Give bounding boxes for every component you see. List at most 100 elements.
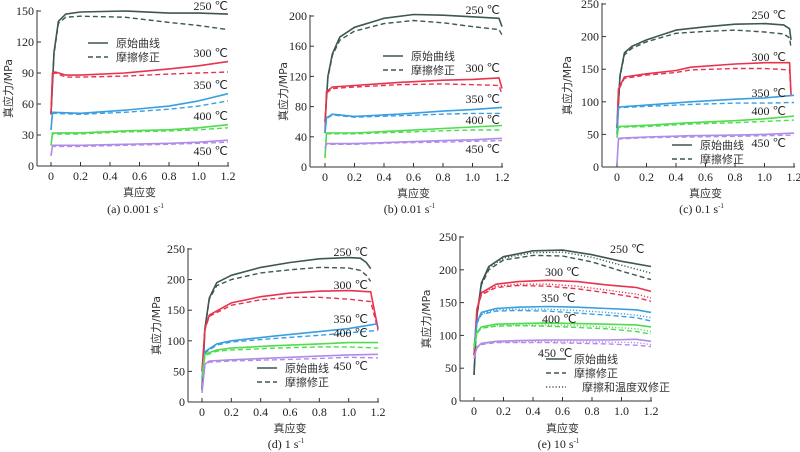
- x-tick-label: 0.6: [283, 405, 298, 419]
- y-tick-label: 120: [289, 69, 307, 83]
- chart-panel-c: 0 50 100 150 200 250 0 0.2 0.4 0.6 0.8 1.0 1.2 真应变 真应力…: [560, 0, 800, 216]
- series-line-350-friction: [201, 329, 379, 378]
- temperature-label: 400 ℃: [466, 113, 500, 127]
- x-tick-label: 0.6: [406, 170, 421, 184]
- series-line-250-original: [324, 13, 503, 122]
- y-tick-label: 50: [445, 361, 457, 375]
- caption-text: (a) 0.001 s: [107, 202, 158, 216]
- chart-panel-d: 0 50 100 150 200 250 0 0.2 0.4 0.6 0.8 1.0 1.2 真应变 真应力…: [149, 242, 386, 451]
- caption-superscript: -1: [574, 437, 580, 445]
- temperature-label: 400 ℃: [334, 326, 368, 340]
- x-axis-label: 真应变: [689, 186, 722, 200]
- legend-label: 摩擦修正: [411, 63, 455, 77]
- x-tick-label: 0: [614, 170, 620, 184]
- y-tick-label: 80: [295, 100, 307, 114]
- series-line-450-original: [473, 338, 652, 359]
- series-line-400-original: [324, 124, 503, 158]
- series-line-300-friction: [324, 83, 503, 134]
- x-tick-label: 0.2: [639, 170, 654, 184]
- x-tick-label: 1.2: [787, 170, 800, 184]
- series-line-400-original: [473, 322, 652, 349]
- chart-panel-a: 0 30 60 90 120 150 0 0.2 0.4 0.6 0.8 1.0 1.2 真应变 真应力/M…: [1, 0, 236, 216]
- caption-text: (d) 1 s: [268, 437, 299, 451]
- temperature-label: 400 ℃: [194, 109, 228, 123]
- series-line-250-friction: [50, 15, 229, 115]
- series-line-350-original: [324, 106, 503, 134]
- x-tick-label: 1.0: [465, 170, 480, 184]
- temperature-label: 250 ℃: [752, 8, 786, 22]
- legend-label: 原始曲线: [700, 138, 744, 152]
- series-line-400-friction-temp: [473, 324, 652, 349]
- series-line-450-original: [324, 137, 503, 149]
- x-axis-label: 真应变: [546, 421, 579, 435]
- legend-label: 原始曲线: [411, 49, 455, 63]
- x-axis-label: 真应变: [397, 186, 430, 200]
- temperature-label: 350 ℃: [194, 78, 228, 92]
- panel-caption: (e) 10 s-1: [538, 437, 580, 451]
- y-tick-label: 250: [581, 0, 599, 11]
- series-line-250-friction: [616, 29, 792, 128]
- series-line-400-original: [50, 123, 229, 146]
- series-line-350-friction-temp: [473, 308, 652, 349]
- temperature-label: 450 ℃: [466, 142, 500, 156]
- series-line-400-original: [201, 341, 378, 378]
- temperature-label: 450 ℃: [752, 136, 786, 150]
- x-tick-label: 0.6: [555, 404, 570, 418]
- y-tick-label: 100: [167, 334, 185, 348]
- caption-superscript: -1: [429, 202, 435, 210]
- series-line-400-friction: [473, 324, 652, 349]
- y-tick-label: 0: [179, 395, 185, 409]
- series-line-350-friction: [473, 309, 652, 349]
- y-tick-label: 120: [16, 35, 34, 49]
- x-tick-label: 0.4: [103, 169, 118, 183]
- series-line-350-friction: [324, 112, 502, 134]
- temperature-label: 300 ℃: [752, 50, 786, 64]
- y-tick-label: 250: [439, 230, 457, 244]
- temperature-label: 250 ℃: [610, 242, 644, 256]
- x-tick-label: 0.8: [436, 170, 451, 184]
- panel-caption: (a) 0.001 s-1: [107, 202, 164, 216]
- series-line-250-original: [50, 10, 229, 115]
- y-tick-label: 250: [167, 242, 185, 256]
- y-tick-label: 200: [289, 9, 307, 23]
- series-line-350-original: [473, 305, 652, 349]
- x-tick-label: 1.0: [757, 170, 772, 184]
- temperature-label: 250 ℃: [334, 245, 368, 259]
- series-line-350-original: [616, 94, 795, 135]
- x-axis-label: 真应变: [123, 185, 156, 199]
- y-tick-label: 30: [22, 128, 34, 142]
- series-line-300-original: [201, 289, 379, 372]
- series-line-400-original: [616, 115, 795, 138]
- y-axis-label: 真应力/MPa: [1, 59, 15, 118]
- y-tick-label: 100: [581, 95, 599, 109]
- y-tick-label: 0: [451, 394, 457, 408]
- x-tick-label: 0.2: [347, 170, 362, 184]
- y-tick-label: 200: [167, 273, 185, 287]
- x-tick-label: 0: [199, 405, 205, 419]
- x-tick-label: 1.0: [191, 169, 206, 183]
- temperature-label: 350 ℃: [541, 291, 575, 305]
- series-line-250-original: [616, 22, 792, 128]
- temperature-label: 400 ℃: [542, 312, 576, 326]
- temperature-label: 250 ℃: [466, 3, 500, 17]
- caption-text: (c) 0.1 s: [679, 202, 718, 216]
- y-tick-label: 100: [439, 328, 457, 342]
- y-tick-label: 0: [301, 160, 307, 174]
- x-tick-label: 0.8: [162, 169, 177, 183]
- temperature-label: 350 ℃: [752, 86, 786, 100]
- x-tick-label: 1.2: [644, 404, 659, 418]
- y-tick-label: 150: [581, 62, 599, 76]
- y-tick-label: 200: [439, 263, 457, 277]
- y-tick-label: 40: [295, 130, 307, 144]
- x-tick-label: 0.4: [377, 170, 392, 184]
- temperature-label: 250 ℃: [194, 0, 228, 13]
- series-line-450-original: [616, 132, 795, 164]
- y-axis-label: 真应力/MPa: [560, 56, 574, 115]
- x-tick-label: 0: [471, 404, 477, 418]
- temperature-label: 450 ℃: [334, 359, 368, 373]
- x-tick-label: 1.0: [341, 405, 356, 419]
- series-line-300-original: [616, 61, 792, 128]
- series-line-250-original: [201, 256, 372, 390]
